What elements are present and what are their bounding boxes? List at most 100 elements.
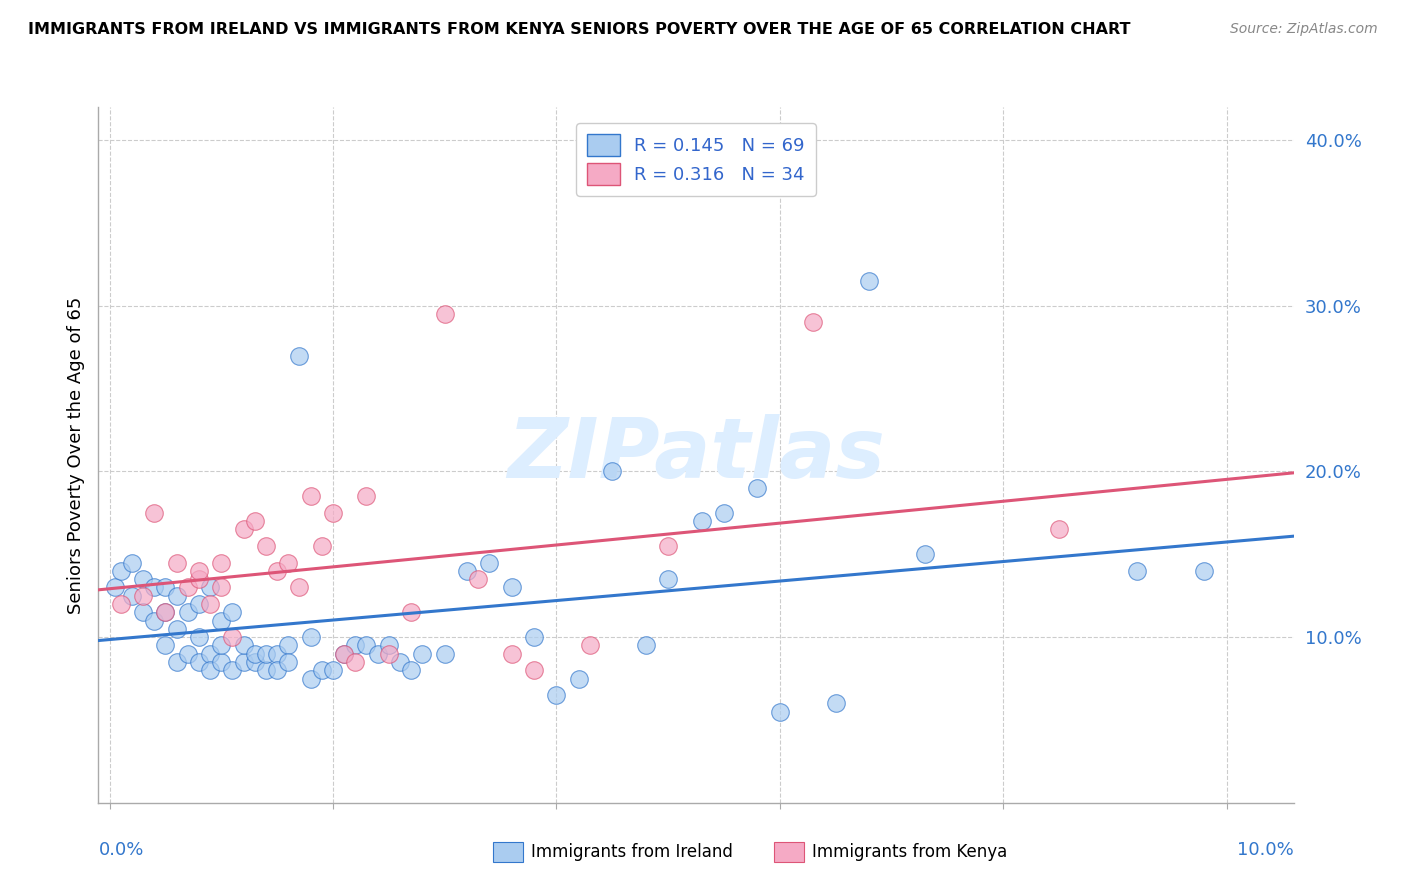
Point	[1192, 564, 1215, 578]
Point	[121, 589, 143, 603]
Point	[155, 581, 177, 595]
Point	[110, 597, 132, 611]
Text: 0.0%: 0.0%	[98, 841, 143, 859]
Point	[254, 539, 277, 553]
Text: Immigrants from Ireland: Immigrants from Ireland	[531, 843, 733, 861]
Point	[209, 639, 232, 653]
Point	[546, 688, 568, 702]
Point	[277, 556, 299, 570]
Point	[322, 506, 344, 520]
Point	[232, 655, 254, 669]
Point	[411, 647, 433, 661]
Point	[399, 605, 422, 619]
Point	[344, 639, 367, 653]
Point	[344, 655, 367, 669]
Point	[166, 655, 188, 669]
Point	[288, 581, 311, 595]
Point	[143, 581, 166, 595]
Point	[155, 605, 177, 619]
Point	[299, 630, 322, 644]
Point	[747, 481, 769, 495]
Text: ZIPatlas: ZIPatlas	[508, 415, 884, 495]
Point	[187, 655, 209, 669]
Point	[166, 556, 188, 570]
Point	[311, 663, 333, 677]
Legend: R = 0.145   N = 69, R = 0.316   N = 34: R = 0.145 N = 69, R = 0.316 N = 34	[576, 123, 815, 196]
Point	[478, 556, 501, 570]
Point	[243, 655, 266, 669]
Point	[232, 523, 254, 537]
FancyBboxPatch shape	[773, 842, 804, 862]
Point	[399, 663, 422, 677]
Point	[333, 647, 356, 661]
Point	[356, 489, 378, 503]
Point	[187, 572, 209, 586]
Point	[769, 705, 792, 719]
Point	[467, 572, 489, 586]
Point	[501, 581, 523, 595]
Point	[333, 647, 356, 661]
Point	[198, 597, 221, 611]
Point	[277, 655, 299, 669]
Point	[209, 614, 232, 628]
Point	[568, 672, 591, 686]
Point	[801, 315, 824, 329]
Point	[266, 647, 288, 661]
Point	[198, 581, 221, 595]
Point	[299, 672, 322, 686]
Point	[221, 630, 243, 644]
Point	[388, 655, 411, 669]
Point	[198, 647, 221, 661]
Point	[433, 307, 456, 321]
Point	[143, 506, 166, 520]
Point	[378, 639, 401, 653]
Point	[177, 647, 200, 661]
Point	[221, 605, 243, 619]
Point	[187, 630, 209, 644]
Point	[110, 564, 132, 578]
Text: Immigrants from Kenya: Immigrants from Kenya	[811, 843, 1007, 861]
Point	[209, 581, 232, 595]
Point	[254, 647, 277, 661]
Point	[356, 639, 378, 653]
Point	[266, 564, 288, 578]
Point	[209, 556, 232, 570]
Point	[177, 605, 200, 619]
Text: IMMIGRANTS FROM IRELAND VS IMMIGRANTS FROM KENYA SENIORS POVERTY OVER THE AGE OF: IMMIGRANTS FROM IRELAND VS IMMIGRANTS FR…	[28, 22, 1130, 37]
Text: Source: ZipAtlas.com: Source: ZipAtlas.com	[1230, 22, 1378, 37]
Point	[104, 581, 127, 595]
Point	[657, 539, 679, 553]
Point	[288, 349, 311, 363]
Point	[378, 647, 401, 661]
Point	[523, 630, 546, 644]
Point	[166, 589, 188, 603]
Point	[367, 647, 389, 661]
Point	[132, 589, 155, 603]
Point	[634, 639, 657, 653]
Point	[187, 597, 209, 611]
Point	[914, 547, 936, 561]
Point	[254, 663, 277, 677]
Point	[166, 622, 188, 636]
Point	[187, 564, 209, 578]
Point	[456, 564, 478, 578]
Point	[579, 639, 602, 653]
Point	[433, 647, 456, 661]
Point	[277, 639, 299, 653]
Point	[209, 655, 232, 669]
Point	[858, 274, 880, 288]
Point	[232, 639, 254, 653]
Point	[132, 572, 155, 586]
Point	[322, 663, 344, 677]
Point	[243, 647, 266, 661]
Point	[824, 697, 846, 711]
Point	[155, 605, 177, 619]
Point	[1126, 564, 1149, 578]
Point	[121, 556, 143, 570]
Point	[501, 647, 523, 661]
Point	[221, 663, 243, 677]
Point	[155, 639, 177, 653]
Point	[690, 514, 713, 528]
Point	[143, 614, 166, 628]
Point	[311, 539, 333, 553]
